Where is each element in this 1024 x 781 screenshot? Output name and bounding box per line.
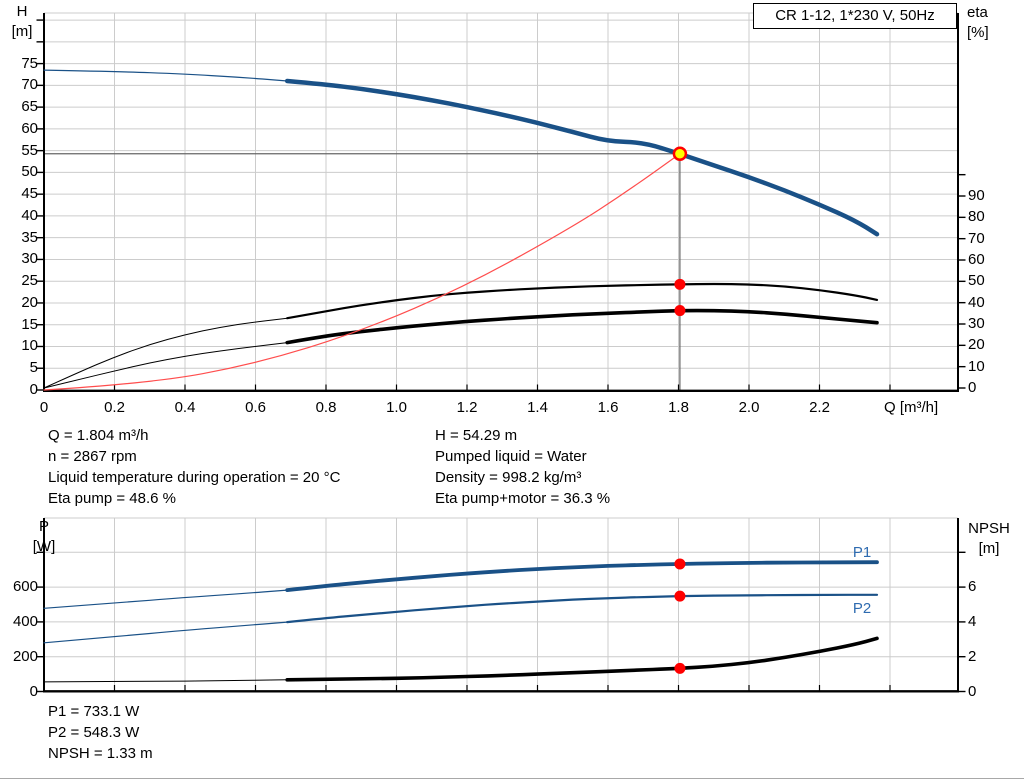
info-density: Density = 998.2 kg/m³ <box>435 469 582 486</box>
info-eta-pump: Eta pump = 48.6 % <box>48 490 176 507</box>
p-axis-title: P [W] <box>24 517 64 557</box>
q-tick-label: 1.4 <box>527 399 548 416</box>
eta-tick-label: 20 <box>968 336 985 354</box>
eta-pump-motor-curve <box>285 308 879 345</box>
p-axis-title-line1: P <box>38 518 49 535</box>
h-curve <box>284 78 880 237</box>
eta-tick-label: 0 <box>968 379 977 396</box>
h-tick-label: 10 <box>21 337 38 355</box>
h-axis-title: H [m] <box>4 2 40 42</box>
p-axis-title-line2: [W] <box>32 538 56 555</box>
info-npsh: NPSH = 1.33 m <box>48 745 153 762</box>
q-tick-label: 2.0 <box>738 399 760 416</box>
h-tick-label: 70 <box>21 76 38 94</box>
npsh-axis-title-line1: NPSH <box>968 520 1010 537</box>
npsh-axis-title: NPSH [m] <box>960 519 1018 559</box>
npsh-tick-label: 6 <box>968 578 977 596</box>
q-axis-title: Q [m³/h] <box>884 399 939 416</box>
h-tick-label: 20 <box>21 293 38 311</box>
info-q: Q = 1.804 m³/h <box>48 427 149 444</box>
panel-bottom-divider <box>0 778 1024 779</box>
npsh-curve <box>285 636 879 682</box>
system-curve <box>43 153 681 391</box>
p1-curve <box>285 560 879 592</box>
operating-point-marker <box>674 590 686 602</box>
h-tick-label: 35 <box>21 228 38 246</box>
eta-tick-label: 60 <box>968 251 985 268</box>
eta-tick-label: 40 <box>968 293 985 311</box>
duty-point-marker[interactable] <box>672 146 688 161</box>
p2-curve-label: P2 <box>852 600 872 617</box>
operating-point-marker <box>674 278 686 290</box>
eta-tick-label: 30 <box>968 315 985 332</box>
info-speed: n = 2867 rpm <box>48 448 137 465</box>
npsh-axis-title-line2: [m] <box>978 540 1000 557</box>
p-tick-label: 0 <box>29 682 38 700</box>
h-tick-label: 0 <box>29 381 38 398</box>
eta-tick-label: 50 <box>968 272 985 290</box>
q-tick-label: 0.4 <box>174 399 196 416</box>
h-tick-label: 25 <box>21 272 38 290</box>
p-tick-label: 200 <box>12 647 38 665</box>
info-h: H = 54.29 m <box>435 427 518 444</box>
eta-tick-label: 10 <box>968 357 985 375</box>
npsh-curve-thin <box>43 679 288 683</box>
h-tick-label: 40 <box>21 206 38 224</box>
info-p1: P1 = 733.1 W <box>48 703 140 720</box>
p1-curve-label: P1 <box>852 544 872 561</box>
eta-pump-motor-curve-thin <box>43 342 288 389</box>
q-tick-label: 0 <box>39 399 49 416</box>
eta-tick-label: 70 <box>968 229 985 247</box>
eta-pump-curve <box>286 282 879 320</box>
h-tick-label: 15 <box>21 315 38 333</box>
npsh-tick-label: 2 <box>968 647 977 665</box>
q-tick-label: 0.2 <box>104 399 125 416</box>
p-tick-label: 400 <box>12 612 38 630</box>
h-tick-label: 50 <box>21 163 38 181</box>
npsh-tick-label: 4 <box>968 612 977 630</box>
h-tick-label: 65 <box>21 98 38 116</box>
h-axis-title-line2: [m] <box>11 23 33 40</box>
eta-tick-label: 80 <box>968 208 985 226</box>
eta-axis-title: eta [%] <box>967 3 1011 43</box>
eta-pump-curve-thin <box>43 317 288 389</box>
info-pumped-liquid: Pumped liquid = Water <box>435 448 587 465</box>
pump-model-label: CR 1-12, 1*230 V, 50Hz <box>753 3 957 29</box>
q-tick-label: 1.0 <box>386 399 407 416</box>
operating-point-marker <box>674 305 686 317</box>
h-tick-label: 45 <box>21 185 38 203</box>
h-tick-label: 5 <box>29 359 38 377</box>
p-tick-label: 600 <box>12 578 38 596</box>
operating-point-marker <box>674 662 686 674</box>
h-tick-label: 30 <box>21 250 38 268</box>
q-tick-label: 0.8 <box>315 399 337 416</box>
h-tick-label: 60 <box>21 119 38 137</box>
h-tick-label: 55 <box>21 141 38 159</box>
eta-axis-title-line2: [%] <box>967 24 989 41</box>
info-p2: P2 = 548.3 W <box>48 724 140 741</box>
q-tick-label: 1.8 <box>668 399 689 416</box>
eta-tick-label: 90 <box>968 187 985 204</box>
p2-curve-thin <box>43 621 288 644</box>
q-tick-label: 1.2 <box>456 399 478 416</box>
eta-axis-title-line1: eta <box>967 4 988 21</box>
h-curve-thin <box>43 69 288 82</box>
p1-curve-thin <box>43 589 288 609</box>
q-tick-label: 2.2 <box>809 399 830 416</box>
q-tick-label: 1.6 <box>597 399 619 416</box>
npsh-tick-label: 0 <box>968 682 977 700</box>
p2-curve <box>286 593 879 624</box>
info-eta-pump-motor: Eta pump+motor = 36.3 % <box>435 490 611 507</box>
operating-point-marker <box>674 558 686 570</box>
q-tick-label: 0.6 <box>245 399 266 416</box>
h-tick-label: 75 <box>21 54 38 72</box>
info-liquid-temp: Liquid temperature during operation = 20… <box>48 469 341 486</box>
h-axis-title-line1: H <box>16 3 28 20</box>
